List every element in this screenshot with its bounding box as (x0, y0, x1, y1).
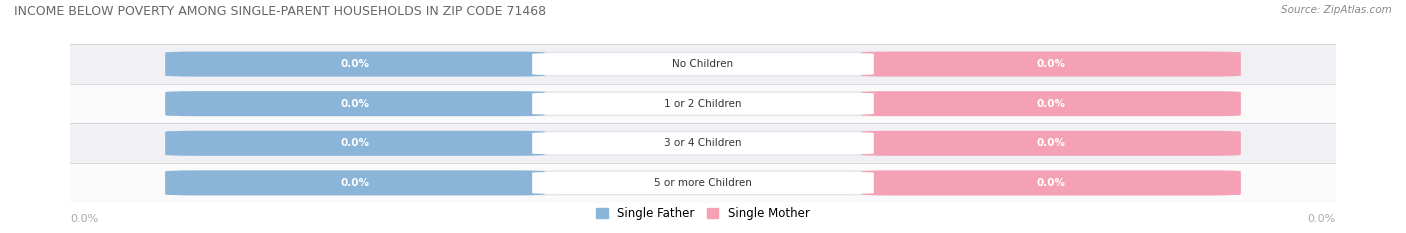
Bar (70, 84, 1336, 123)
Text: 0.0%: 0.0% (70, 214, 98, 224)
FancyBboxPatch shape (165, 131, 546, 156)
FancyBboxPatch shape (165, 91, 1241, 116)
FancyBboxPatch shape (165, 51, 546, 77)
FancyBboxPatch shape (165, 170, 546, 195)
FancyBboxPatch shape (531, 53, 875, 75)
Text: No Children: No Children (672, 59, 734, 69)
Text: 1 or 2 Children: 1 or 2 Children (664, 99, 742, 109)
Text: 0.0%: 0.0% (340, 178, 370, 188)
Bar (70, 163, 1336, 203)
Text: INCOME BELOW POVERTY AMONG SINGLE-PARENT HOUSEHOLDS IN ZIP CODE 71468: INCOME BELOW POVERTY AMONG SINGLE-PARENT… (14, 5, 546, 18)
FancyBboxPatch shape (860, 131, 1241, 156)
FancyBboxPatch shape (165, 131, 1241, 156)
Text: 3 or 4 Children: 3 or 4 Children (664, 138, 742, 148)
Text: 0.0%: 0.0% (1036, 99, 1066, 109)
FancyBboxPatch shape (860, 91, 1241, 116)
Text: 0.0%: 0.0% (1036, 138, 1066, 148)
FancyBboxPatch shape (165, 170, 1241, 195)
Text: 0.0%: 0.0% (1036, 178, 1066, 188)
FancyBboxPatch shape (165, 91, 546, 116)
Bar (70, 44, 1336, 84)
Text: Source: ZipAtlas.com: Source: ZipAtlas.com (1281, 5, 1392, 15)
Legend: Single Father, Single Mother: Single Father, Single Mother (592, 202, 814, 225)
Text: 0.0%: 0.0% (340, 99, 370, 109)
FancyBboxPatch shape (531, 172, 875, 194)
FancyBboxPatch shape (860, 51, 1241, 77)
Bar (70, 123, 1336, 163)
Text: 0.0%: 0.0% (340, 138, 370, 148)
Text: 0.0%: 0.0% (1308, 214, 1336, 224)
Text: 0.0%: 0.0% (1036, 59, 1066, 69)
Text: 0.0%: 0.0% (340, 59, 370, 69)
FancyBboxPatch shape (165, 51, 1241, 77)
FancyBboxPatch shape (860, 170, 1241, 195)
FancyBboxPatch shape (531, 93, 875, 115)
FancyBboxPatch shape (531, 132, 875, 154)
Text: 5 or more Children: 5 or more Children (654, 178, 752, 188)
